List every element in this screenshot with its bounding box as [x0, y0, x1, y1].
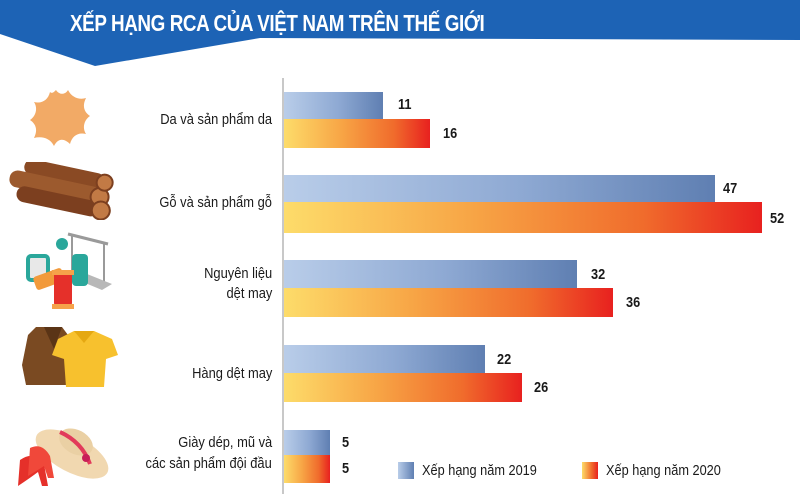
legend-swatch-2019 — [398, 462, 414, 479]
category-label: dệt may — [226, 285, 272, 302]
banner-shape — [0, 0, 800, 66]
value-label-2019: 5 — [342, 434, 350, 451]
y-axis-line — [282, 78, 284, 494]
value-label-2020: 16 — [443, 125, 458, 142]
bar-2019 — [284, 345, 485, 373]
hat-shoes-icon — [10, 420, 110, 494]
bar-2020 — [284, 119, 430, 148]
category-label: Hàng dệt may — [191, 365, 272, 382]
category-label: Giày dép, mũ và — [178, 434, 272, 451]
value-label-2019: 11 — [398, 96, 412, 113]
legend-item-2019: Xếp hạng năm 2019 — [398, 462, 557, 479]
bar-2019 — [284, 92, 383, 119]
textile-materials-icon — [22, 232, 112, 317]
value-label-2020: 36 — [626, 294, 641, 311]
value-label-2019: 32 — [591, 266, 606, 283]
legend-swatch-2020 — [582, 462, 598, 479]
bar-2019 — [284, 175, 715, 202]
legend-label-2019: Xếp hạng năm 2019 — [422, 462, 537, 479]
legend-label-2020: Xếp hạng năm 2020 — [606, 462, 721, 479]
category-label: Nguyên liệu — [203, 265, 272, 282]
wood-logs-icon — [4, 159, 120, 225]
value-label-2019: 22 — [497, 351, 512, 368]
bar-2019 — [284, 430, 330, 455]
chart-title: XẾP HẠNG RCA CỦA VIỆT NAM TRÊN THẾ GIỚI — [70, 10, 485, 36]
value-label-2020: 5 — [342, 460, 350, 477]
legend-item-2020: Xếp hạng năm 2020 — [582, 462, 741, 479]
bar-2020 — [284, 288, 613, 317]
value-label-2020: 52 — [770, 210, 785, 227]
bar-2019 — [284, 260, 577, 288]
bar-2020 — [284, 373, 522, 402]
value-label-2019: 47 — [723, 180, 738, 197]
bar-2020 — [284, 455, 330, 483]
garments-icon — [22, 325, 118, 396]
category-label: Da và sản phẩm da — [160, 111, 272, 128]
leather-hide-icon — [28, 88, 94, 153]
value-label-2020: 26 — [534, 379, 549, 396]
bar-2020 — [284, 202, 762, 233]
category-label: các sản phẩm đội đầu — [145, 455, 272, 472]
category-label: Gỗ và sản phẩm gỗ — [159, 194, 272, 211]
title-banner: XẾP HẠNG RCA CỦA VIỆT NAM TRÊN THẾ GIỚI — [0, 0, 800, 70]
